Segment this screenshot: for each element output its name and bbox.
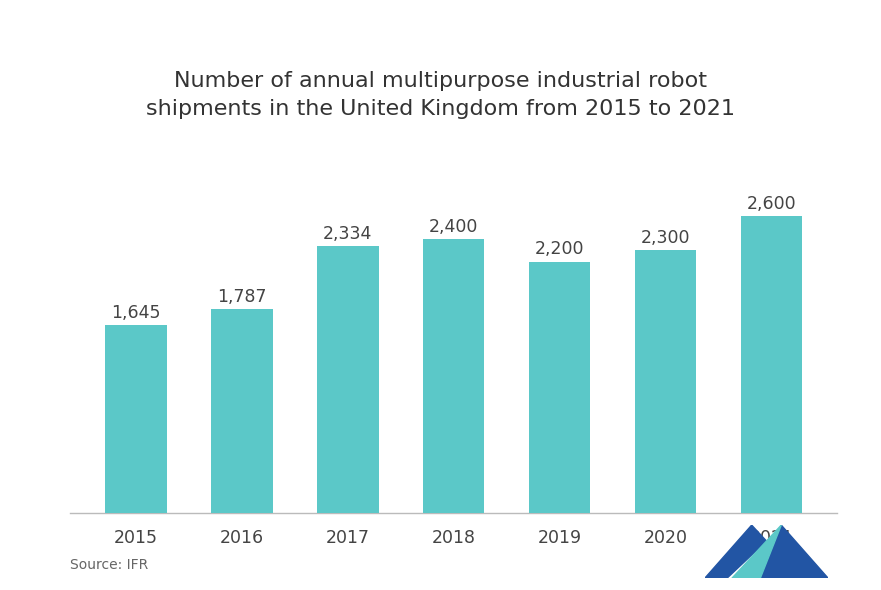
Text: 2,300: 2,300 bbox=[640, 229, 690, 247]
Bar bbox=[423, 239, 485, 513]
Text: 2,600: 2,600 bbox=[746, 195, 796, 212]
Polygon shape bbox=[732, 525, 781, 578]
Bar bbox=[211, 309, 272, 513]
Bar bbox=[317, 247, 379, 513]
Bar bbox=[529, 262, 590, 513]
Bar bbox=[741, 216, 802, 513]
Text: 1,787: 1,787 bbox=[218, 287, 267, 306]
Text: 2,334: 2,334 bbox=[323, 225, 373, 243]
Text: 1,645: 1,645 bbox=[111, 304, 160, 322]
Text: 2,400: 2,400 bbox=[429, 218, 478, 235]
Polygon shape bbox=[705, 525, 766, 578]
Text: Number of annual multipurpose industrial robot
shipments in the United Kingdom f: Number of annual multipurpose industrial… bbox=[146, 71, 735, 119]
Bar bbox=[106, 325, 167, 513]
Text: 2,200: 2,200 bbox=[535, 240, 584, 258]
Bar bbox=[635, 250, 696, 513]
Polygon shape bbox=[760, 525, 828, 578]
Text: Source: IFR: Source: IFR bbox=[70, 558, 149, 572]
